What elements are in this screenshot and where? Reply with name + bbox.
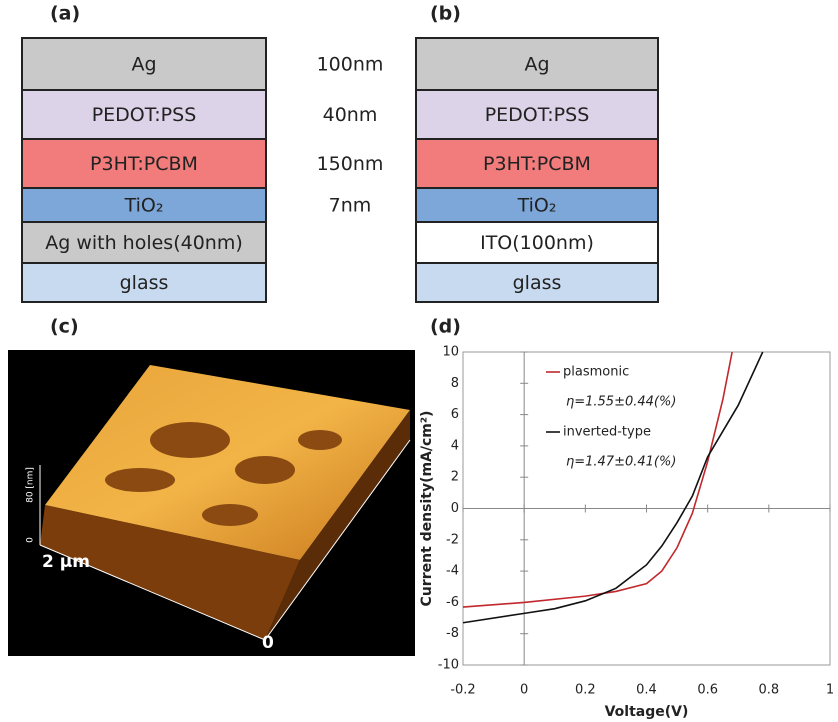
y-tick-label: -4 — [446, 564, 459, 579]
x-tick-label: 0.4 — [636, 683, 657, 698]
thickness-label: 100nm — [317, 54, 384, 76]
z-zero: 0 — [26, 537, 36, 543]
y-tick-label: -8 — [446, 626, 459, 641]
panel-label: (b) — [430, 3, 461, 25]
layer-label: P3HT:PCBM — [90, 153, 198, 175]
panel-label: (d) — [430, 316, 461, 338]
thickness-label: 40nm — [323, 104, 378, 126]
y-tick-label: 0 — [451, 501, 459, 516]
y-tick-label: 2 — [451, 470, 459, 485]
y-tick-label: -2 — [446, 532, 459, 547]
x-tick-label: -0.2 — [450, 683, 475, 698]
z-label: 80 [nm] — [26, 467, 36, 503]
thickness-label: 7nm — [329, 195, 372, 217]
layer-label: TiO₂ — [124, 195, 164, 217]
figure: 2 μm 0 80 [nm] 0 (a) (b) (c) (d) Ag PEDOT… — [0, 0, 838, 722]
panel-c-image: 2 μm 0 80 [nm] 0 — [8, 350, 415, 656]
annotation: η=1.55±0.44(%) — [566, 395, 676, 410]
layer-label: Ag — [131, 54, 156, 76]
series-line — [463, 352, 732, 607]
series-line — [463, 352, 763, 623]
scale-zero: 0 — [262, 633, 274, 653]
layer-label: Ag with holes(40nm) — [45, 232, 243, 254]
x-tick-label: 0.6 — [697, 683, 718, 698]
layer-label: TiO₂ — [517, 195, 557, 217]
legend-label: inverted-type — [563, 425, 651, 440]
x-tick-label: 1 — [826, 683, 834, 698]
y-tick-label: 10 — [442, 345, 459, 360]
layer-label: glass — [120, 272, 169, 294]
scale-label: 2 μm — [42, 552, 90, 572]
x-tick-label: 0.8 — [758, 683, 779, 698]
x-axis-title: Voltage(V) — [605, 704, 689, 720]
layer-label: glass — [513, 272, 562, 294]
panel-label: (a) — [50, 3, 80, 25]
legend-label: plasmonic — [563, 365, 629, 380]
y-tick-label: 4 — [451, 438, 459, 453]
panel-label: (c) — [50, 316, 79, 338]
x-tick-label: 0.2 — [575, 683, 596, 698]
layer-label: Ag — [524, 54, 549, 76]
layer-label: PEDOT:PSS — [92, 104, 197, 126]
y-tick-label: -10 — [438, 658, 459, 673]
layer-label: ITO(100nm) — [480, 232, 594, 254]
y-tick-label: 8 — [451, 376, 459, 391]
y-tick-label: -6 — [446, 595, 459, 610]
layer-label: P3HT:PCBM — [483, 153, 591, 175]
layer-label: PEDOT:PSS — [485, 104, 590, 126]
annotation: η=1.47±0.41(%) — [566, 455, 676, 470]
x-tick-label: 0 — [520, 683, 528, 698]
y-tick-label: 6 — [451, 407, 459, 422]
y-axis-title: Current density(mA/cm²) — [419, 411, 435, 607]
thickness-label: 150nm — [317, 153, 384, 175]
